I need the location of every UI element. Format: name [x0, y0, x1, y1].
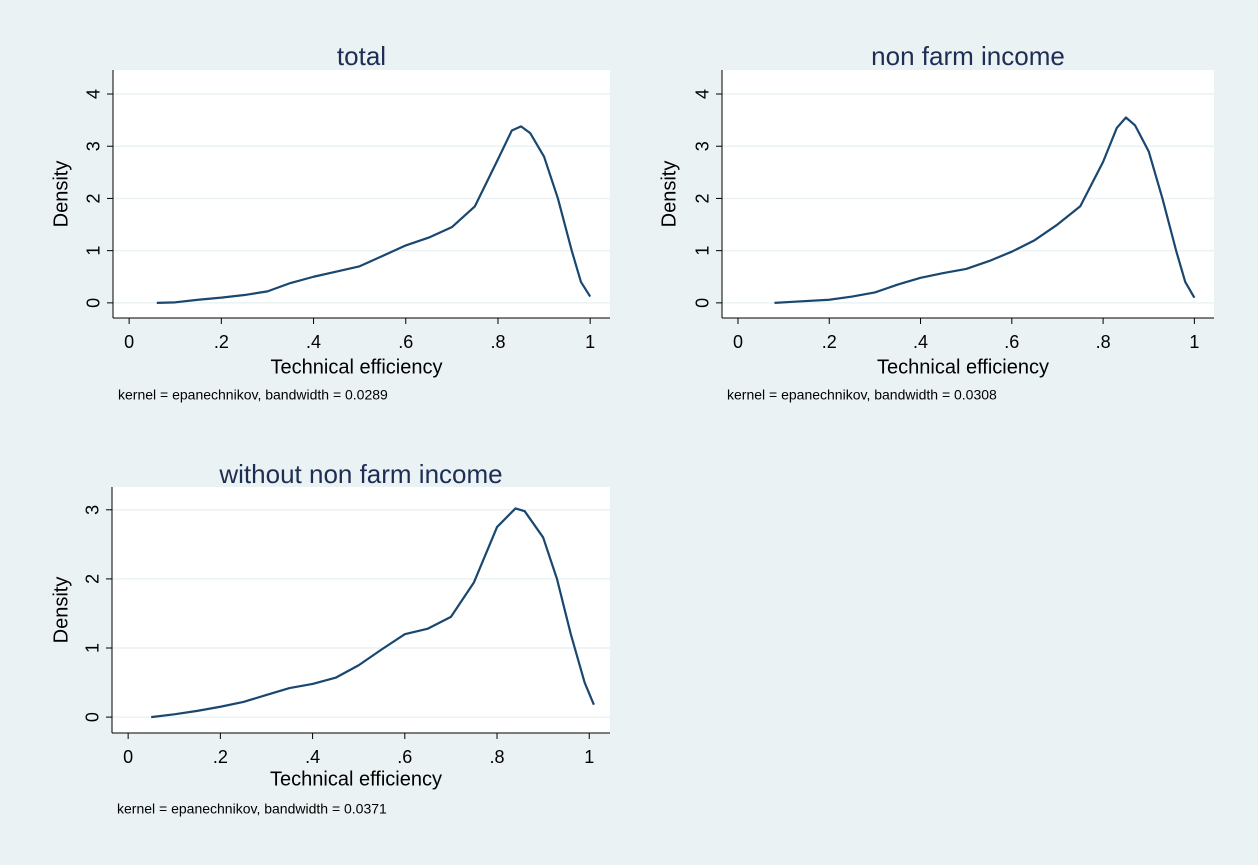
- x-tick-label: .6: [398, 332, 413, 352]
- x-tick-label: .2: [213, 747, 228, 767]
- x-axis-label: Technical efficiency: [877, 356, 1049, 378]
- chart-title: total: [337, 41, 386, 71]
- y-axis-label: Density: [658, 161, 680, 228]
- chart-title: non farm income: [871, 41, 1065, 71]
- x-axis-label: Technical efficiency: [270, 768, 442, 790]
- note: kernel = epanechnikov, bandwidth = 0.028…: [118, 387, 388, 403]
- x-tick-label: .8: [490, 747, 505, 767]
- x-tick-label: .2: [822, 332, 837, 352]
- x-tick-label: 0: [123, 747, 133, 767]
- x-tick-label: .8: [1096, 332, 1111, 352]
- x-tick-label: .4: [305, 747, 320, 767]
- y-tick-label: 2: [84, 193, 104, 203]
- y-tick-label: 4: [84, 89, 104, 99]
- x-tick-label: 1: [585, 332, 595, 352]
- x-tick-label: .8: [490, 332, 505, 352]
- x-axis-label: Technical efficiency: [271, 356, 443, 378]
- y-axis-label: Density: [50, 161, 72, 228]
- x-tick-label: .2: [214, 332, 229, 352]
- x-tick-label: .6: [397, 747, 412, 767]
- y-axis-label: Density: [50, 577, 72, 644]
- x-tick-label: 1: [584, 747, 594, 767]
- density-line: [774, 116, 1196, 304]
- plot-area: [722, 70, 1214, 318]
- x-tick-label: .4: [913, 332, 928, 352]
- x-tick-label: .4: [306, 332, 321, 352]
- x-tick-label: 1: [1189, 332, 1199, 352]
- y-tick-label: 3: [693, 141, 713, 151]
- plot-area: [112, 487, 610, 733]
- y-tick-label: 1: [83, 643, 103, 653]
- density-line: [156, 125, 592, 304]
- y-tick-label: 0: [83, 712, 103, 722]
- x-tick-label: 0: [733, 332, 743, 352]
- note: kernel = epanechnikov, bandwidth = 0.037…: [117, 801, 387, 817]
- note: kernel = epanechnikov, bandwidth = 0.030…: [727, 387, 997, 403]
- y-tick-label: 0: [693, 298, 713, 308]
- y-tick-label: 2: [693, 193, 713, 203]
- plot-area: [113, 70, 610, 318]
- y-tick-label: 2: [83, 574, 103, 584]
- y-tick-label: 1: [84, 246, 104, 256]
- chart-title: without non farm income: [218, 459, 502, 489]
- y-tick-label: 3: [84, 141, 104, 151]
- y-tick-label: 4: [693, 89, 713, 99]
- x-tick-label: .6: [1004, 332, 1019, 352]
- y-tick-label: 1: [693, 246, 713, 256]
- y-tick-label: 0: [84, 298, 104, 308]
- density-line: [151, 507, 595, 719]
- y-tick-label: 3: [83, 505, 103, 515]
- x-tick-label: 0: [124, 332, 134, 352]
